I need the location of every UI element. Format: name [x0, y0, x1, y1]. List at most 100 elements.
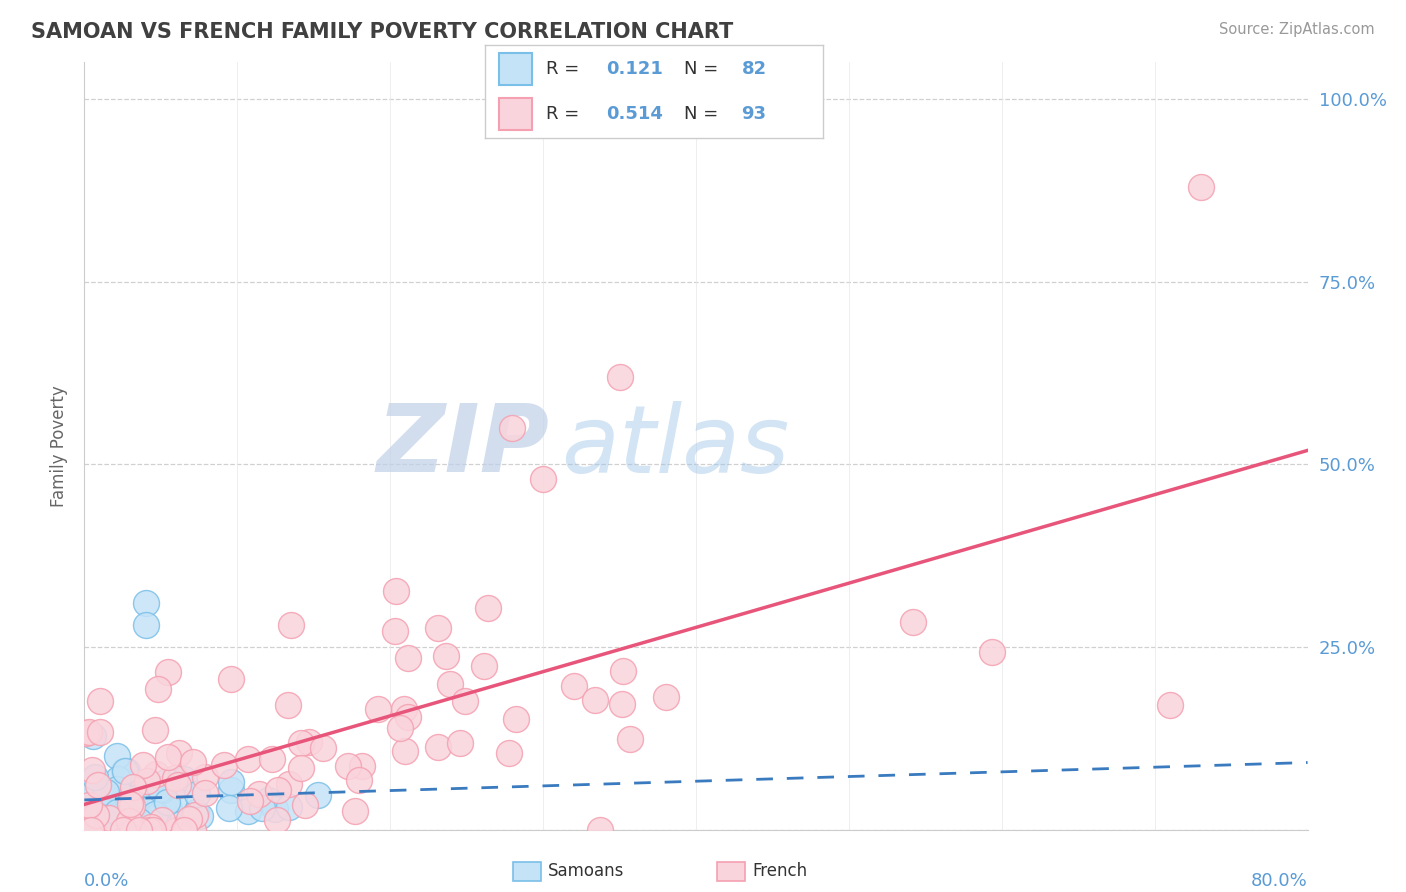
Point — [194, 786, 217, 800]
Point — [143, 723, 166, 737]
Point — [110, 813, 132, 827]
Point — [93, 788, 115, 802]
Point — [141, 802, 163, 816]
Text: Samoans: Samoans — [548, 863, 624, 880]
Point — [280, 617, 302, 632]
Point — [239, 794, 262, 808]
Point — [439, 677, 461, 691]
Point — [118, 792, 141, 806]
Point — [125, 810, 148, 824]
Point — [298, 734, 321, 748]
Point — [90, 809, 112, 823]
Point — [114, 764, 136, 778]
Point — [97, 811, 120, 825]
Text: N =: N = — [685, 105, 724, 123]
Point — [609, 369, 631, 384]
Text: Source: ZipAtlas.com: Source: ZipAtlas.com — [1219, 22, 1375, 37]
Text: atlas: atlas — [561, 401, 790, 491]
Point — [531, 472, 554, 486]
Point — [505, 712, 527, 726]
Point — [75, 725, 97, 739]
Point — [901, 615, 924, 629]
Point — [82, 808, 104, 822]
Point — [101, 784, 124, 798]
Point — [122, 791, 145, 805]
Point — [112, 822, 135, 837]
Point — [394, 744, 416, 758]
Point — [82, 729, 104, 743]
Point — [236, 804, 259, 818]
Point — [1159, 698, 1181, 713]
Point — [173, 822, 195, 837]
Point — [115, 775, 138, 789]
Point — [77, 724, 100, 739]
Point — [139, 778, 162, 792]
Point — [385, 584, 408, 599]
Point — [156, 773, 179, 788]
Point — [169, 746, 191, 760]
Point — [108, 787, 131, 801]
Point — [82, 822, 104, 837]
Point — [87, 814, 110, 829]
Point — [290, 736, 312, 750]
Point — [89, 724, 111, 739]
Point — [1189, 179, 1212, 194]
Text: R =: R = — [546, 105, 585, 123]
Point — [112, 764, 135, 778]
Point — [193, 770, 215, 784]
Point — [80, 822, 103, 837]
Text: 82: 82 — [741, 60, 766, 78]
Point — [111, 814, 134, 829]
Text: SAMOAN VS FRENCH FAMILY POVERTY CORRELATION CHART: SAMOAN VS FRENCH FAMILY POVERTY CORRELAT… — [31, 22, 733, 42]
Point — [177, 812, 200, 826]
Point — [343, 804, 366, 818]
Point — [87, 804, 110, 818]
Point — [128, 822, 150, 837]
Point — [107, 812, 129, 826]
Point — [112, 802, 135, 816]
Point — [562, 680, 585, 694]
Point — [260, 752, 283, 766]
Point — [188, 808, 211, 822]
Point — [588, 822, 610, 837]
Point — [619, 732, 641, 747]
Text: French: French — [752, 863, 807, 880]
Point — [139, 820, 162, 834]
Point — [396, 650, 419, 665]
Point — [96, 784, 118, 798]
Point — [82, 763, 104, 777]
Point — [221, 783, 243, 797]
Point — [110, 796, 132, 810]
Point — [157, 750, 180, 764]
Point — [454, 694, 477, 708]
Point — [290, 761, 312, 775]
Point — [111, 802, 134, 816]
Point — [267, 782, 290, 797]
Text: N =: N = — [685, 60, 724, 78]
Point — [367, 702, 389, 716]
Point — [105, 805, 128, 819]
Point — [96, 816, 118, 830]
Text: 93: 93 — [741, 105, 766, 123]
Point — [105, 782, 128, 797]
Point — [173, 772, 195, 787]
Point — [93, 801, 115, 815]
Point — [184, 805, 207, 819]
Point — [96, 814, 118, 829]
Point — [434, 648, 457, 663]
Point — [146, 682, 169, 697]
Point — [307, 788, 329, 802]
Point — [145, 767, 167, 781]
Point — [277, 777, 299, 791]
Point — [135, 618, 157, 632]
Point — [111, 808, 134, 822]
Point — [266, 813, 288, 827]
Point — [121, 788, 143, 802]
Point — [186, 788, 208, 802]
Point — [77, 797, 100, 812]
Point — [583, 693, 606, 707]
Point — [118, 800, 141, 814]
Point — [449, 736, 471, 750]
Point — [427, 740, 450, 755]
Point — [76, 789, 98, 803]
